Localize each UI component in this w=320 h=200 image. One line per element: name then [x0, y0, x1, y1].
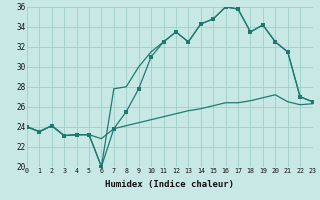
X-axis label: Humidex (Indice chaleur): Humidex (Indice chaleur): [105, 180, 234, 189]
